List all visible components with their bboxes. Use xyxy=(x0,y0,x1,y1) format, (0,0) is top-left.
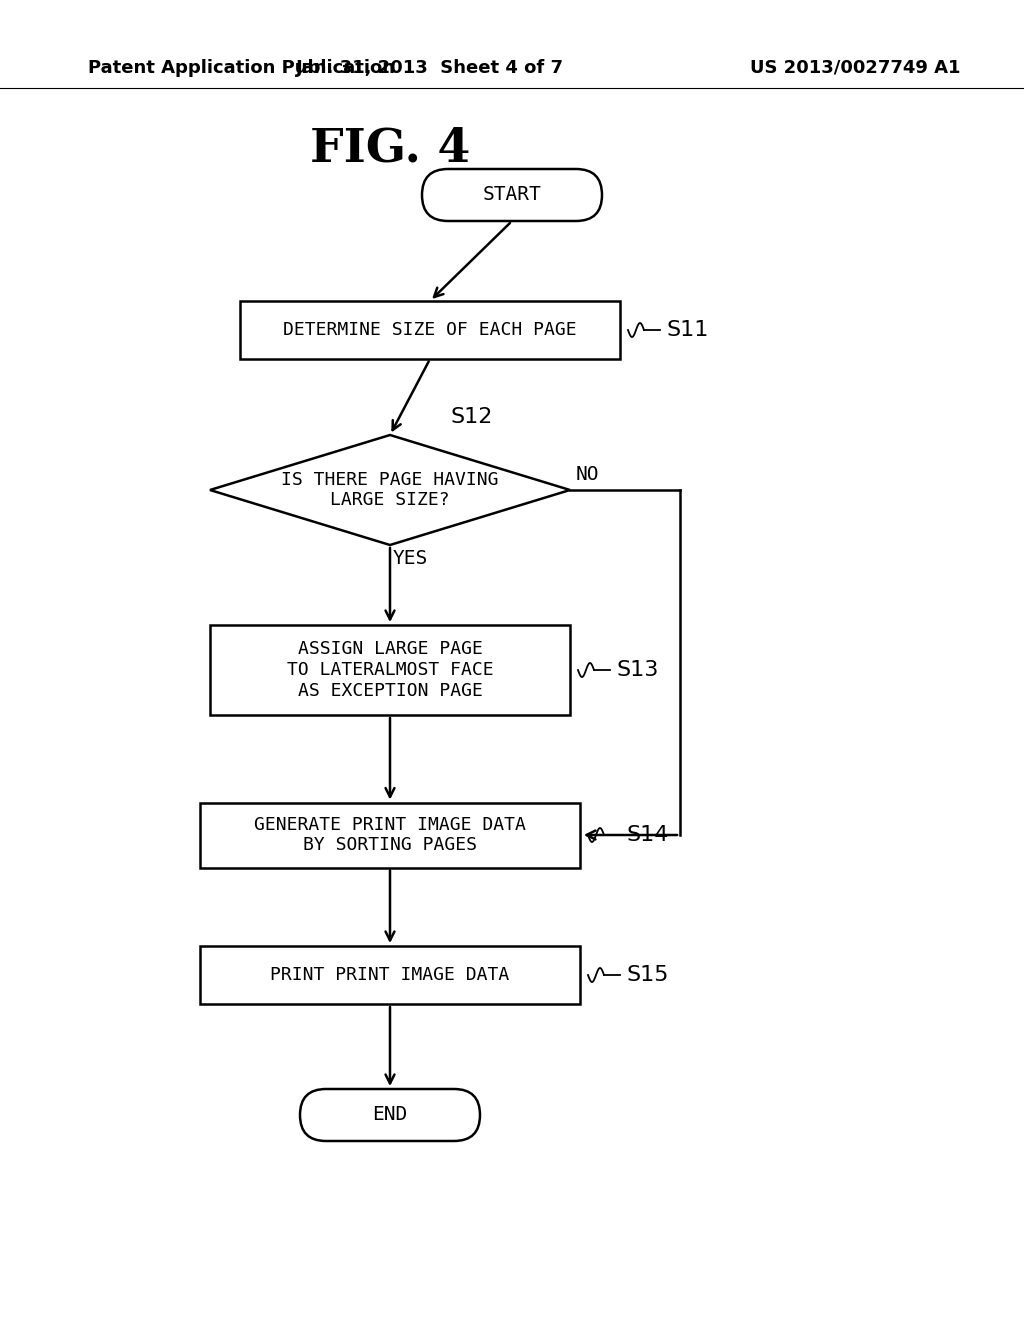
Text: GENERATE PRINT IMAGE DATA
BY SORTING PAGES: GENERATE PRINT IMAGE DATA BY SORTING PAG… xyxy=(254,816,526,854)
Text: S11: S11 xyxy=(666,319,709,341)
Text: YES: YES xyxy=(392,549,428,568)
FancyBboxPatch shape xyxy=(210,624,570,715)
Text: DETERMINE SIZE OF EACH PAGE: DETERMINE SIZE OF EACH PAGE xyxy=(284,321,577,339)
Text: Jan. 31, 2013  Sheet 4 of 7: Jan. 31, 2013 Sheet 4 of 7 xyxy=(296,59,564,77)
Text: S15: S15 xyxy=(626,965,669,985)
Text: S12: S12 xyxy=(450,407,493,426)
Text: S13: S13 xyxy=(616,660,658,680)
FancyBboxPatch shape xyxy=(200,803,580,867)
Text: US 2013/0027749 A1: US 2013/0027749 A1 xyxy=(750,59,961,77)
FancyBboxPatch shape xyxy=(300,1089,480,1140)
Text: NO: NO xyxy=(575,465,599,484)
Text: ASSIGN LARGE PAGE
TO LATERALMOST FACE
AS EXCEPTION PAGE: ASSIGN LARGE PAGE TO LATERALMOST FACE AS… xyxy=(287,640,494,700)
Text: IS THERE PAGE HAVING
LARGE SIZE?: IS THERE PAGE HAVING LARGE SIZE? xyxy=(282,471,499,510)
Text: S14: S14 xyxy=(626,825,669,845)
Text: START: START xyxy=(482,186,542,205)
Text: END: END xyxy=(373,1106,408,1125)
Text: FIG. 4: FIG. 4 xyxy=(310,125,470,172)
FancyBboxPatch shape xyxy=(240,301,620,359)
FancyBboxPatch shape xyxy=(200,946,580,1005)
Polygon shape xyxy=(210,436,570,545)
Text: Patent Application Publication: Patent Application Publication xyxy=(88,59,395,77)
FancyBboxPatch shape xyxy=(422,169,602,220)
Text: PRINT PRINT IMAGE DATA: PRINT PRINT IMAGE DATA xyxy=(270,966,510,983)
